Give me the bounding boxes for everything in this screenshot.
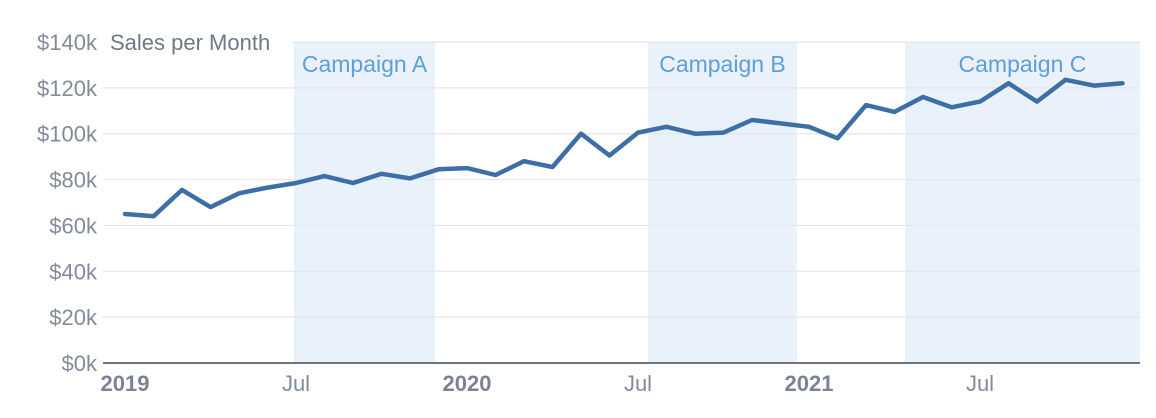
sales-series-line [122, 77, 1125, 219]
x-axis-month-label: Jul [282, 371, 310, 396]
chart-title: Sales per Month [110, 30, 270, 55]
campaign-band [294, 42, 436, 363]
campaign-band-label: Campaign B [659, 51, 786, 77]
y-axis-tick-label: $20k [49, 305, 98, 330]
campaign-band [647, 42, 798, 363]
campaign-labels-layer: Campaign A Campaign B Campaign C [302, 51, 1087, 77]
y-axis-tick-label: $140k [37, 30, 98, 55]
y-axis-tick-label: $100k [37, 122, 98, 147]
x-axis-labels-layer: 2019 Jul 2020 Jul 2021 Jul [101, 371, 995, 396]
x-axis-year-label: 2019 [101, 371, 150, 396]
campaign-band-label: Campaign C [959, 51, 1087, 77]
x-axis-month-label: Jul [624, 371, 652, 396]
y-axis-labels-layer: $0k $20k $40k $60k $80k $100k $120k $140k [37, 30, 98, 376]
y-axis-tick-label: $40k [49, 259, 98, 284]
y-axis-tick-label: $120k [37, 76, 98, 101]
y-axis-tick-label: $80k [49, 168, 98, 193]
campaign-band [905, 42, 1140, 363]
x-axis-month-label: Jul [966, 371, 994, 396]
y-axis-tick-label: $0k [62, 351, 98, 376]
campaign-band-label: Campaign A [302, 51, 428, 77]
gridlines-layer [103, 41, 1140, 318]
x-axis-year-label: 2021 [785, 371, 834, 396]
x-axis-year-label: 2020 [443, 371, 492, 396]
campaign-bands-layer [294, 42, 1140, 363]
y-axis-tick-label: $60k [49, 213, 98, 238]
